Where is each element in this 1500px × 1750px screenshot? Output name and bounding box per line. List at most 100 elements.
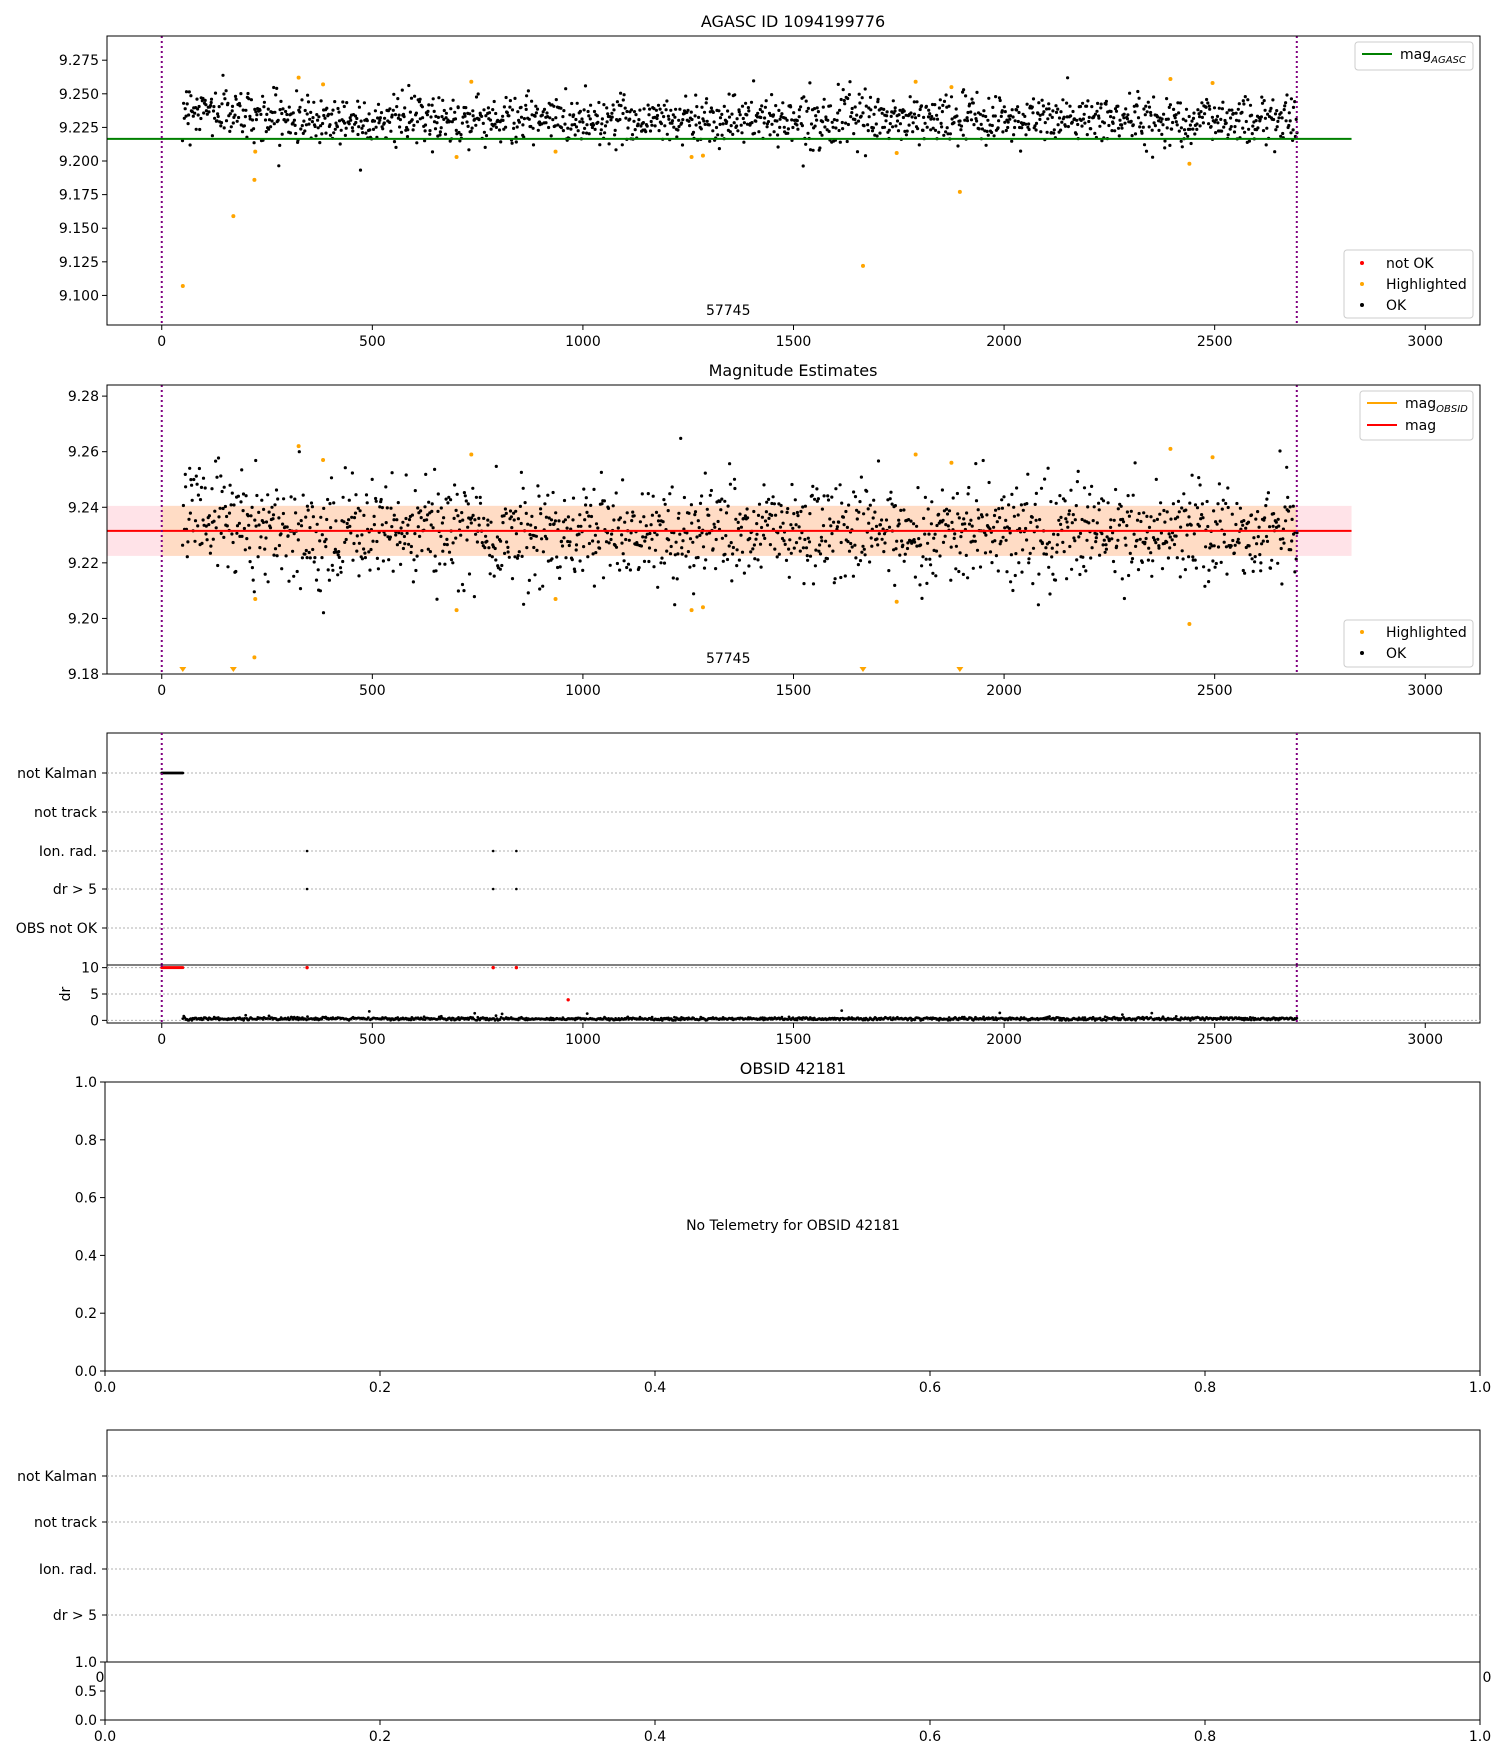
ok-point xyxy=(376,102,381,106)
ok-point xyxy=(901,115,906,120)
ok-point xyxy=(484,534,488,538)
ok-point xyxy=(591,552,595,556)
ok-point xyxy=(838,108,842,112)
ok-point xyxy=(507,555,511,559)
ok-point xyxy=(848,80,852,84)
ok-point xyxy=(1211,559,1215,563)
ok-point xyxy=(978,565,983,569)
ok-point xyxy=(892,548,896,552)
ok-point xyxy=(272,122,276,126)
ok-point xyxy=(754,537,758,541)
ok-point xyxy=(797,108,802,112)
ok-point xyxy=(238,104,242,108)
ok-point xyxy=(614,545,619,549)
ok-point xyxy=(490,555,494,559)
ok-point xyxy=(1283,104,1287,108)
ok-point xyxy=(429,523,433,527)
ok-point xyxy=(977,516,981,520)
ok-point xyxy=(1138,125,1142,129)
ok-point xyxy=(1216,545,1221,549)
ok-point xyxy=(516,517,521,521)
ok-point xyxy=(329,526,333,530)
ok-point xyxy=(193,519,198,523)
ok-point xyxy=(192,477,196,482)
ok-point xyxy=(403,106,407,110)
ok-point xyxy=(996,126,1000,130)
ok-point xyxy=(976,508,980,512)
ok-point xyxy=(1119,504,1123,508)
ok-point xyxy=(1215,114,1220,118)
ok-point xyxy=(246,91,250,96)
ok-point xyxy=(356,132,360,137)
ok-point xyxy=(756,558,760,562)
ok-point xyxy=(380,506,384,510)
ok-point xyxy=(230,532,234,536)
ok-point xyxy=(269,125,273,129)
ok-point xyxy=(546,559,551,563)
ok-point xyxy=(600,502,604,506)
ok-point xyxy=(900,539,904,543)
ok-point xyxy=(310,120,314,124)
ok-point xyxy=(898,108,902,112)
ok-point xyxy=(207,523,211,527)
dr-ok-point xyxy=(1048,1015,1051,1018)
ok-point xyxy=(400,88,404,92)
ok-point xyxy=(243,548,247,552)
dr-ok-point xyxy=(994,1016,998,1019)
ok-point xyxy=(780,112,784,116)
p1-y-tick-label: 9.175 xyxy=(59,188,99,204)
ok-point xyxy=(626,126,630,130)
ok-point xyxy=(274,488,279,492)
ok-point xyxy=(1107,539,1111,543)
ok-point xyxy=(654,510,659,514)
ok-point xyxy=(1021,548,1025,552)
p4-y-tick-label: 5 xyxy=(90,987,99,1003)
ok-point xyxy=(1012,514,1017,518)
ok-point xyxy=(514,140,518,144)
estimates-legend-top: magOBSID mag xyxy=(1359,390,1474,441)
ok-point xyxy=(680,121,684,125)
ok-point xyxy=(1283,505,1287,509)
ok-point xyxy=(264,130,268,134)
p1-y-tick-label: 9.225 xyxy=(59,120,99,136)
ok-point xyxy=(1015,108,1019,112)
ok-point xyxy=(1101,543,1105,547)
ok-point xyxy=(347,498,351,502)
p4-x-tick-label: 2500 xyxy=(1197,1032,1233,1048)
ok-point xyxy=(368,568,372,572)
ok-point xyxy=(604,540,609,544)
ok-point xyxy=(407,518,412,522)
ok-point xyxy=(1160,567,1165,571)
ok-point xyxy=(610,115,614,119)
ok-point xyxy=(273,547,278,551)
ok-point xyxy=(1052,128,1056,132)
ok-point xyxy=(790,482,794,487)
ok-point xyxy=(618,568,622,572)
ok-point xyxy=(397,113,401,117)
ok-point xyxy=(917,537,921,541)
ok-point xyxy=(338,142,342,146)
ok-point xyxy=(312,100,316,104)
ok-point xyxy=(1131,123,1135,127)
ok-point xyxy=(975,119,979,123)
ok-point xyxy=(376,567,380,571)
ok-point xyxy=(407,83,411,88)
ok-point xyxy=(357,574,361,578)
ok-point xyxy=(670,119,675,123)
ok-point xyxy=(565,526,569,530)
ok-point xyxy=(883,541,887,545)
ok-point xyxy=(293,123,297,127)
ok-point xyxy=(630,519,634,523)
ok-point xyxy=(571,496,576,500)
estimates-panel: Magnitude Estimates 57745 0 500 1000 1500 20… xyxy=(68,361,1481,699)
ok-point xyxy=(846,96,850,101)
ok-point xyxy=(456,514,460,518)
ok-point xyxy=(1031,97,1036,101)
ok-point xyxy=(684,94,688,98)
ok-point xyxy=(264,536,268,540)
ok-point xyxy=(1286,509,1291,513)
ok-point xyxy=(219,124,223,128)
ok-point xyxy=(655,113,660,118)
ok-point xyxy=(760,104,764,108)
ok-point xyxy=(906,541,910,545)
